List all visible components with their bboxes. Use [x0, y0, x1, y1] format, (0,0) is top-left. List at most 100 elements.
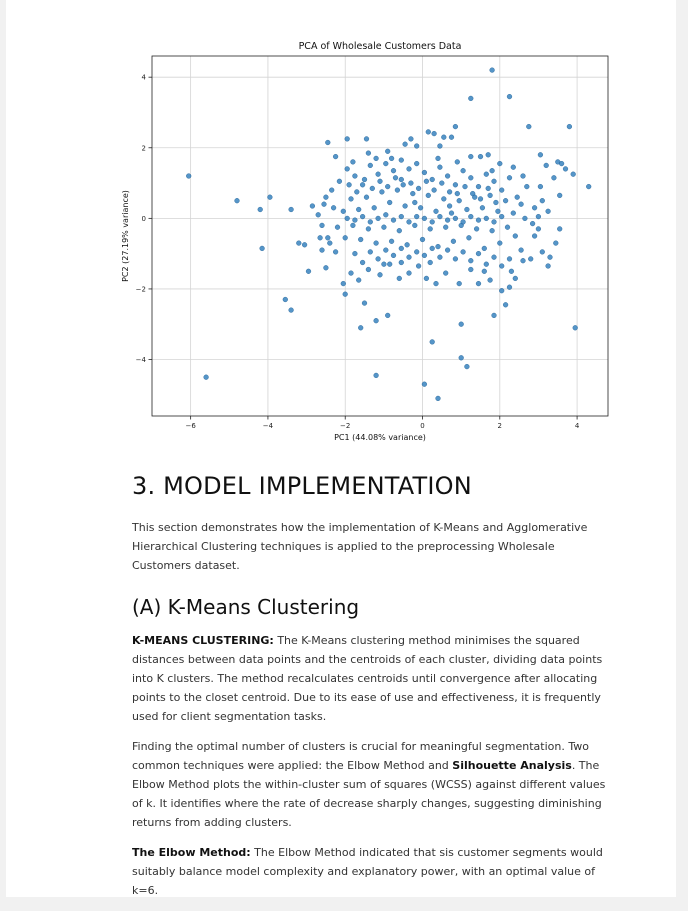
- scatter-point: [491, 219, 497, 225]
- scatter-point: [437, 254, 443, 260]
- scatter-point: [557, 226, 563, 232]
- x-tick-label: −6: [185, 422, 196, 430]
- scatter-point: [396, 275, 402, 282]
- scatter-point: [398, 259, 404, 266]
- scatter-point: [234, 198, 240, 204]
- scatter-point: [360, 214, 366, 220]
- scatter-point: [572, 325, 578, 331]
- scatter-point: [421, 381, 428, 387]
- scatter-point: [186, 173, 192, 179]
- scatter-point: [421, 252, 428, 259]
- scatter-point: [358, 325, 364, 331]
- scatter-point: [483, 171, 489, 177]
- scatter-point: [356, 277, 362, 283]
- scatter-point: [433, 208, 439, 214]
- scatter-point: [267, 194, 273, 200]
- scatter-point: [352, 251, 358, 257]
- scatter-point: [259, 245, 265, 252]
- scatter-point: [398, 176, 404, 183]
- chart-grid: [152, 56, 608, 416]
- scatter-point: [518, 247, 524, 253]
- scatter-point: [360, 259, 366, 266]
- scatter-point: [460, 219, 466, 225]
- optimal-clusters-paragraph: Finding the optimal number of clusters i…: [132, 737, 612, 832]
- scatter-point: [365, 226, 372, 232]
- scatter-point: [510, 164, 516, 170]
- scatter-point: [447, 203, 453, 209]
- scatter-point: [470, 191, 476, 197]
- scatter-point: [504, 224, 511, 230]
- scatter-point: [437, 164, 443, 170]
- scatter-point: [547, 254, 553, 260]
- scatter-point: [522, 215, 528, 222]
- scatter-point: [358, 236, 364, 243]
- scatter-point: [309, 203, 316, 209]
- scatter-point: [342, 291, 348, 297]
- pca-scatter-figure: PCA of Wholesale Customers Data −6 −4 −2 0 2…: [121, 41, 609, 442]
- scatter-point: [557, 192, 563, 199]
- scatter-point: [414, 249, 420, 255]
- scatter-point: [406, 270, 412, 276]
- scatter-point: [379, 189, 385, 195]
- section-intro: This section demonstrates how the implem…: [132, 521, 588, 572]
- scatter-point: [373, 372, 379, 379]
- scatter-point: [346, 182, 352, 188]
- scatter-point: [506, 93, 513, 100]
- scatter-point: [433, 281, 439, 287]
- scatter-point: [319, 222, 325, 229]
- scatter-point: [402, 141, 408, 147]
- kmeans-paragraph: K-MEANS CLUSTERING: The K-Means clusteri…: [132, 631, 612, 726]
- scatter-point: [508, 268, 515, 274]
- scatter-point: [315, 212, 321, 218]
- scatter-point: [445, 217, 451, 223]
- scatter-point: [361, 300, 368, 306]
- scatter-point: [344, 136, 350, 142]
- scatter-point: [481, 245, 487, 252]
- scatter-point: [435, 244, 441, 250]
- scatter-point: [375, 215, 381, 222]
- y-tick-label: −2: [136, 285, 146, 293]
- kmeans-term: K-MEANS CLUSTERING:: [132, 634, 274, 647]
- scatter-point: [354, 189, 360, 195]
- scatter-point: [458, 321, 464, 327]
- scatter-point: [479, 205, 486, 211]
- scatter-point: [503, 302, 509, 308]
- chart-points: [186, 67, 592, 402]
- scatter-point: [468, 95, 474, 102]
- scatter-point: [535, 226, 542, 232]
- y-axis-label: PC2 (27.19% variance): [121, 190, 130, 282]
- scatter-point: [412, 222, 418, 229]
- scatter-point: [491, 312, 497, 319]
- scatter-point: [483, 215, 489, 222]
- scatter-point: [468, 175, 474, 181]
- scatter-point: [464, 364, 470, 370]
- scatter-point: [329, 187, 335, 193]
- scatter-point: [421, 215, 428, 222]
- scatter-point: [491, 178, 497, 184]
- scatter-point: [506, 256, 513, 262]
- scatter-point: [340, 208, 346, 214]
- scatter-point: [497, 240, 503, 246]
- scatter-point: [408, 180, 414, 186]
- scatter-point: [317, 235, 323, 241]
- scatter-point: [437, 214, 443, 220]
- scatter-point: [553, 240, 559, 246]
- scatter-point: [363, 136, 370, 142]
- scatter-point: [468, 266, 474, 273]
- scatter-point: [360, 182, 366, 188]
- scatter-point: [288, 307, 294, 313]
- scatter-point: [485, 152, 491, 158]
- x-tick-label: −4: [263, 422, 274, 430]
- scatter-point: [203, 374, 209, 380]
- scatter-point: [489, 67, 495, 73]
- scatter-point: [429, 176, 435, 183]
- scatter-point: [466, 235, 472, 241]
- scatter-point: [375, 171, 381, 177]
- scatter-point: [373, 240, 379, 246]
- scatter-point: [456, 198, 462, 204]
- scatter-point: [383, 247, 389, 253]
- scatter-point: [495, 208, 501, 214]
- scatter-point: [416, 263, 422, 269]
- scatter-point: [448, 134, 455, 140]
- scatter-point: [551, 175, 557, 181]
